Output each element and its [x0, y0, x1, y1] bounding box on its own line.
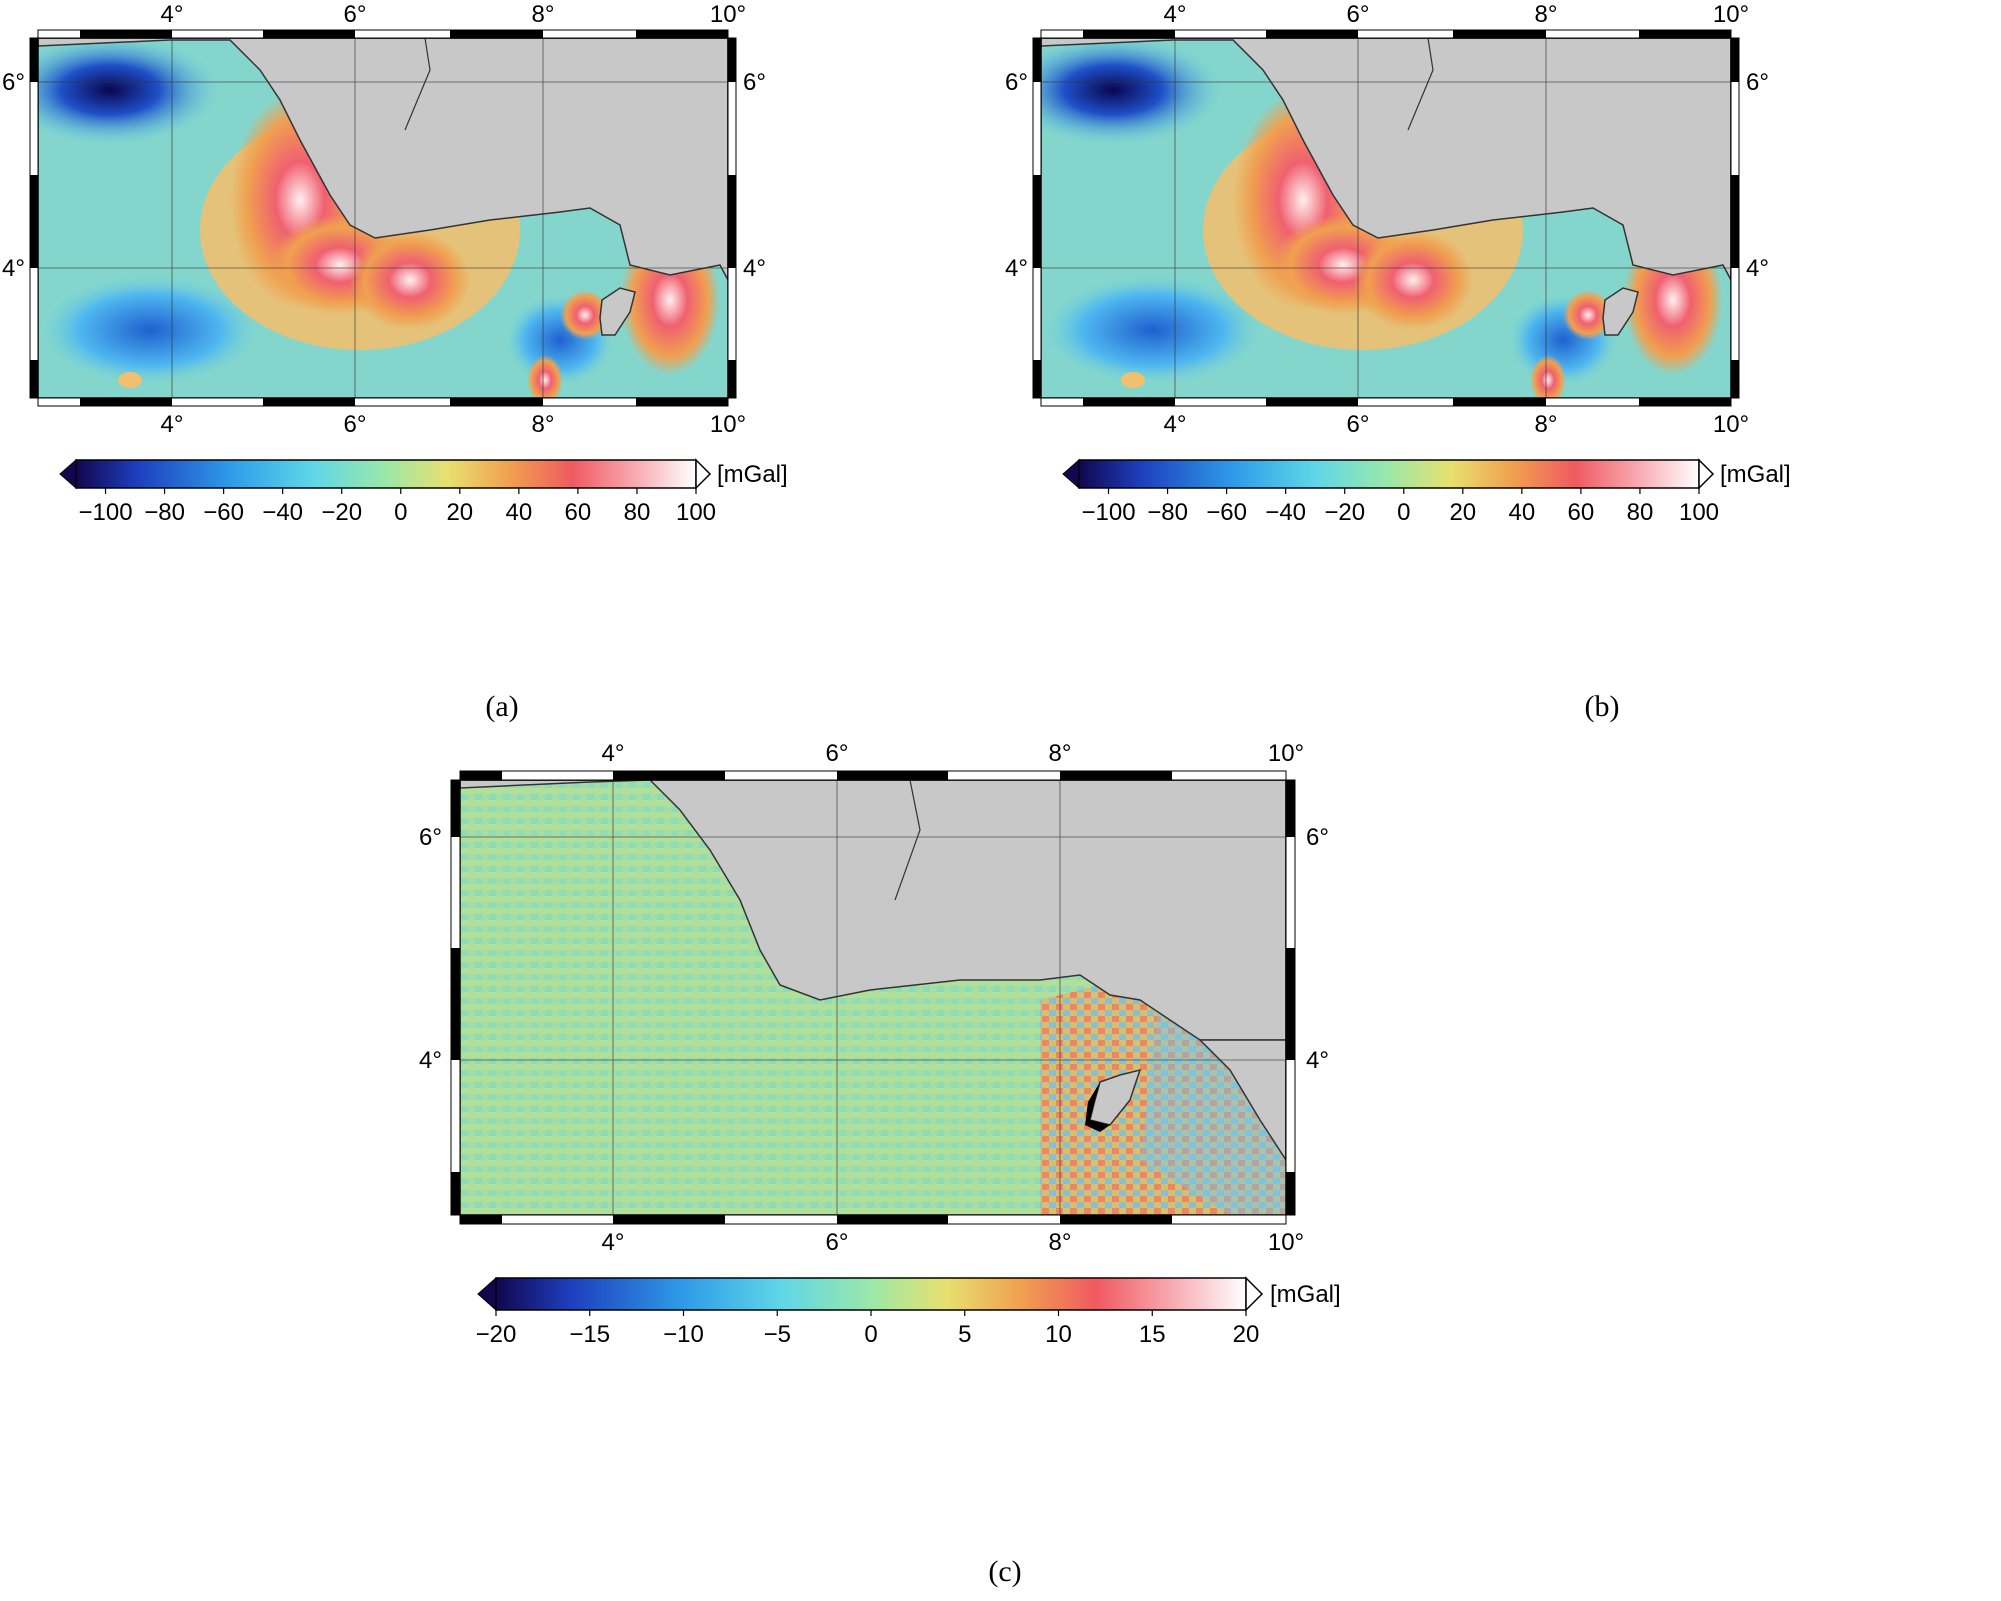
x-tick-bottom-8-a: 8°: [532, 411, 555, 438]
map-svg-b: 4° 6° 8° 10° 4° 6° 8° 10° 6° 4° 6° 4° [m…: [1005, 1, 1791, 526]
caption-b: (b): [1584, 690, 1620, 723]
colorbar-tick-label: −40: [1265, 499, 1306, 526]
x-tick-top-4-b: 4°: [1164, 1, 1187, 28]
colorbar-unit-c: [mGal]: [1270, 1281, 1341, 1308]
map-frame-c: [450, 770, 1296, 1225]
gravity-field-a: [38, 38, 728, 398]
x-tick-bottom-4-a: 4°: [161, 411, 184, 438]
colorbar-tick-label: 40: [506, 499, 533, 526]
y-tick-right-6-c: 6°: [1306, 824, 1329, 851]
x-tick-bottom-6-a: 6°: [344, 411, 367, 438]
colorbar-tick-label: −20: [476, 1321, 517, 1348]
map-panel-a: 4° 6° 8° 10° 4° 6° 8° 10° 6° 4° 6° 4° [m…: [2, 0, 1010, 700]
x-tick-top-10-b: 10°: [1713, 1, 1749, 28]
gridlines-a: [38, 38, 728, 398]
y-tick-left-6-b: 6°: [1005, 69, 1028, 96]
colorbar-tick-label: −100: [78, 499, 132, 526]
colorbar-tick-label: 60: [565, 499, 592, 526]
x-tick-bottom-10-b: 10°: [1713, 411, 1749, 438]
x-tick-bottom-8-b: 8°: [1535, 411, 1558, 438]
x-tick-top-8-b: 8°: [1535, 1, 1558, 28]
x-tick-bottom-6-c: 6°: [826, 1229, 849, 1256]
colorbar-tick-label: −60: [1206, 499, 1247, 526]
gridlines-c: [460, 780, 1286, 1215]
colorbar-tick-label: 40: [1509, 499, 1536, 526]
caption-c: (c): [988, 1555, 1022, 1588]
colorbar-unit-b: [mGal]: [1720, 461, 1791, 488]
map-panel-b: 4° 6° 8° 10° 4° 6° 8° 10° 6° 4° 6° 4° [m…: [1005, 0, 2001, 700]
map-svg-a: 4° 6° 8° 10° 4° 6° 8° 10° 6° 4° 6° 4° [m…: [2, 1, 788, 526]
colorbar-tick-label: −100: [1081, 499, 1135, 526]
map-panel-c: 4° 6° 8° 10° 4° 6° 8° 10° 6° 4° 6° 4° [m…: [419, 740, 1600, 1540]
y-tick-right-4-b: 4°: [1746, 255, 1769, 282]
x-tick-top-6-a: 6°: [344, 1, 367, 28]
colorbar-b: [mGal] −100 −80 −60 −40 −20 0 20 40 60 80 100: [1062, 458, 1791, 526]
x-tick-top-8-a: 8°: [532, 1, 555, 28]
y-tick-left-6-c: 6°: [419, 824, 442, 851]
y-tick-right-4-a: 4°: [743, 255, 766, 282]
colorbar-tick-label: 80: [624, 499, 651, 526]
gravity-field-b: [1041, 38, 1731, 398]
colorbar-tick-label: −80: [1147, 499, 1188, 526]
gravity-residual-field-c: [460, 780, 1286, 1215]
x-tick-top-4-a: 4°: [161, 1, 184, 28]
colorbar-tick-label: −20: [1324, 499, 1365, 526]
colorbar-tick-label: −5: [764, 1321, 791, 1348]
colorbar-tick-label: 10: [1045, 1321, 1072, 1348]
x-tick-top-10-c: 10°: [1268, 740, 1304, 767]
y-tick-right-4-c: 4°: [1306, 1047, 1329, 1074]
colorbar-tick-label: 100: [1679, 499, 1719, 526]
x-tick-bottom-8-c: 8°: [1049, 1229, 1072, 1256]
y-tick-left-6-a: 6°: [2, 69, 25, 96]
colorbar-a: [mGal] −100 −80 −60 −40 −20 0 20 40 60 80 100: [59, 458, 788, 526]
colorbar-tick-label: 0: [864, 1321, 877, 1348]
colorbar-tick-label: 20: [1449, 499, 1476, 526]
x-tick-top-8-c: 8°: [1049, 740, 1072, 767]
x-tick-top-6-c: 6°: [826, 740, 849, 767]
y-tick-left-4-b: 4°: [1005, 255, 1028, 282]
caption-a: (a): [485, 690, 519, 723]
x-tick-bottom-10-c: 10°: [1268, 1229, 1304, 1256]
colorbar-c: [mGal] −20 −15 −10 −5 0 5 10 15 20: [476, 1276, 1341, 1348]
map-frame-a: [29, 29, 737, 407]
colorbar-tick-label: 0: [1397, 499, 1410, 526]
colorbar-tick-label: 60: [1568, 499, 1595, 526]
map-frame-b: [1032, 29, 1740, 407]
colorbar-tick-label: −15: [569, 1321, 610, 1348]
colorbar-tick-label: 0: [394, 499, 407, 526]
colorbar-tick-label: 20: [1233, 1321, 1260, 1348]
y-tick-right-6-b: 6°: [1746, 69, 1769, 96]
x-tick-bottom-4-c: 4°: [602, 1229, 625, 1256]
colorbar-tick-label: 20: [446, 499, 473, 526]
colorbar-tick-label: 5: [958, 1321, 971, 1348]
colorbar-tick-label: −60: [203, 499, 244, 526]
gridlines-b: [1041, 38, 1731, 398]
colorbar-tick-label: −80: [144, 499, 185, 526]
map-svg-c: 4° 6° 8° 10° 4° 6° 8° 10° 6° 4° 6° 4° [m…: [419, 740, 1341, 1348]
colorbar-tick-label: 100: [676, 499, 716, 526]
x-tick-top-6-b: 6°: [1347, 1, 1370, 28]
x-tick-bottom-10-a: 10°: [710, 411, 746, 438]
colorbar-tick-label: 15: [1139, 1321, 1166, 1348]
y-tick-right-6-a: 6°: [743, 69, 766, 96]
x-tick-top-4-c: 4°: [602, 740, 625, 767]
colorbar-unit-a: [mGal]: [717, 461, 788, 488]
colorbar-tick-label: 80: [1627, 499, 1654, 526]
colorbar-tick-label: −40: [262, 499, 303, 526]
x-tick-bottom-4-b: 4°: [1164, 411, 1187, 438]
x-tick-top-10-a: 10°: [710, 1, 746, 28]
colorbar-tick-label: −20: [321, 499, 362, 526]
colorbar-tick-label: −10: [663, 1321, 704, 1348]
y-tick-left-4-c: 4°: [419, 1047, 442, 1074]
x-tick-bottom-6-b: 6°: [1347, 411, 1370, 438]
y-tick-left-4-a: 4°: [2, 255, 25, 282]
